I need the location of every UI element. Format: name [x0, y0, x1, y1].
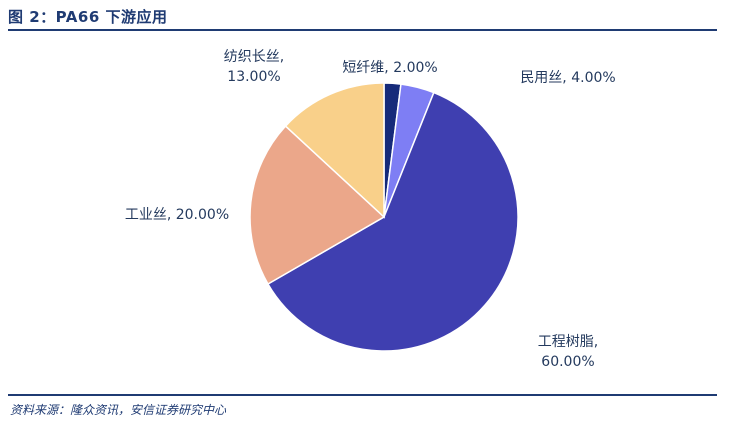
- slice-label-line: 60.00%: [541, 354, 594, 370]
- slice-label-line: 13.00%: [227, 69, 280, 85]
- source-note: 资料来源：隆众资讯，安信证券研究中心: [10, 403, 227, 417]
- slice-label-4: 纺织长丝, 13.00%: [224, 49, 284, 85]
- slice-label-line: 纺织长丝,: [224, 49, 284, 65]
- figure-title: 图 2：PA66 下游应用: [8, 8, 168, 26]
- slice-label-line: 工业丝, 20.00%: [125, 207, 229, 223]
- slice-label-0: 短纤维, 2.00%: [342, 60, 437, 76]
- slice-label-line: 工程树脂,: [538, 334, 598, 350]
- slice-label-2: 工程树脂, 60.00%: [538, 334, 598, 370]
- footer-rule: [8, 394, 717, 396]
- slice-label-line: 短纤维, 2.00%: [342, 60, 437, 76]
- pie-slice-4: [284, 82, 385, 219]
- slice-label-1: 民用丝, 4.00%: [520, 70, 615, 86]
- pie-slice-2: [266, 91, 519, 352]
- pie-slice-3: [249, 125, 386, 286]
- title-rule: [8, 29, 717, 31]
- slice-label-3: 工业丝, 20.00%: [125, 207, 229, 223]
- slice-label-line: 民用丝, 4.00%: [520, 70, 615, 86]
